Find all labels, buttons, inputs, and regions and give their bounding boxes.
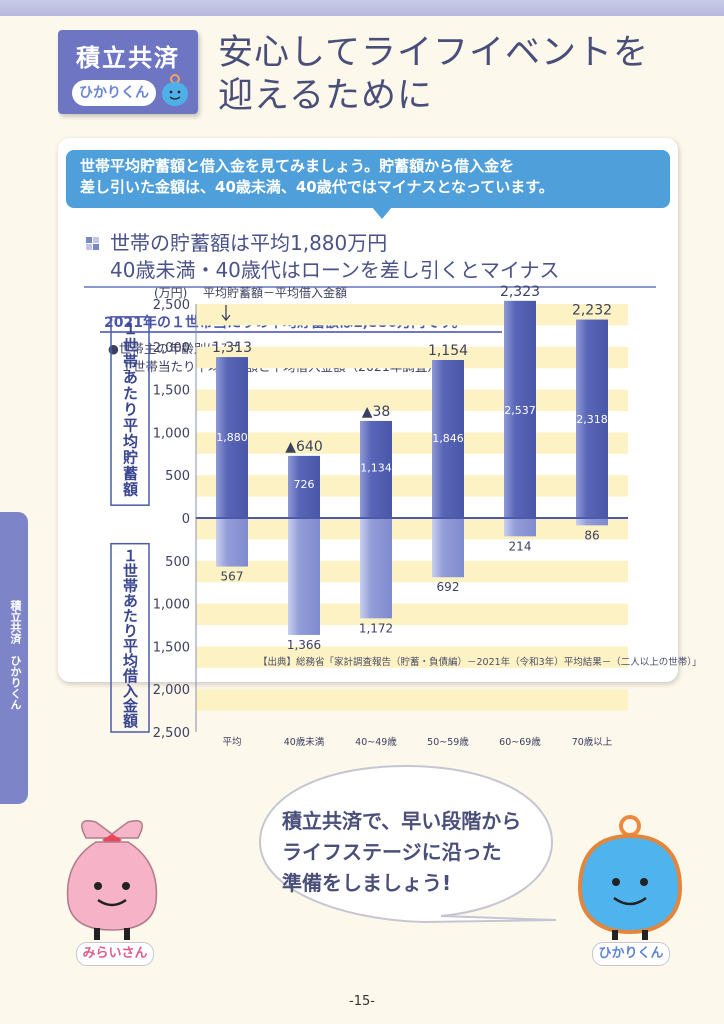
- x-tick-label: 70歳以上: [572, 736, 613, 748]
- badge-title: 積立共済: [76, 44, 180, 72]
- chart-band: [196, 475, 628, 497]
- savings-bar: [504, 300, 536, 518]
- page-number: -15-: [349, 994, 375, 1009]
- savings-bar: [432, 359, 464, 518]
- chart-band: [196, 346, 628, 369]
- net-value-label: 1,313: [212, 340, 252, 356]
- chart-band: [196, 304, 628, 326]
- chart-labels: 2,500 2,000 1,500 1,000 500 0 500 1,000 1,500 2,0…: [110, 284, 628, 748]
- bubble-tail: [372, 207, 392, 219]
- speech-line-3: 準備をしましょう!: [282, 871, 452, 895]
- chart-band: [196, 432, 628, 454]
- debt-value-label: 1,172: [359, 621, 393, 635]
- y-tick-label: 2,000: [153, 341, 190, 356]
- subheading-rule: [84, 286, 656, 288]
- speech-line-1: 積立共済で、早い段階から: [282, 809, 522, 833]
- savings-bar: [216, 357, 248, 518]
- mirai-name-tag: みらいさん: [76, 942, 154, 966]
- debt-bar: [360, 518, 392, 619]
- y-tick-label: 1,500: [153, 384, 190, 399]
- debt-bar: [504, 518, 536, 537]
- intro-bubble: 世帯平均貯蓄額と借入金を見てみましょう。貯蓄額から借入金を 差し引いた金額は、4…: [66, 150, 670, 208]
- subheading-line-1: 世帯の貯蓄額は平均1,880万円: [110, 231, 388, 255]
- savings-value-label: 2,537: [504, 404, 536, 417]
- chart-band: [196, 646, 628, 668]
- speech-bubble: [258, 764, 557, 924]
- savings-bar: [360, 420, 392, 518]
- net-value-label: 1,154: [428, 343, 468, 359]
- page-title: 安心してライフイベントを 迎えるために: [218, 32, 649, 118]
- side-tab: [0, 512, 28, 804]
- x-tick-label: 40歳未満: [284, 736, 325, 748]
- x-tick-label: 平均: [222, 736, 241, 748]
- net-value-label: ▲38: [362, 404, 391, 420]
- y-tick-label: 500: [165, 555, 190, 570]
- debt-value-label: 692: [437, 580, 460, 594]
- chart-band: [196, 603, 628, 625]
- net-value-label: ▲640: [285, 439, 323, 455]
- savings-value-label: 726: [294, 478, 315, 491]
- debt-value-label: 1,366: [287, 638, 321, 652]
- title-line-1: 安心してライフイベントを: [218, 33, 649, 73]
- debt-bar: [576, 518, 608, 526]
- source-note: 【出典】総務省「家計調査報告（貯蓄・負債編）－2021年（令和3年）平均結果－（…: [258, 657, 702, 668]
- y-tick-label: 2,500: [153, 298, 190, 313]
- debt-value-label: 86: [584, 528, 599, 542]
- hikari-character-icon: [577, 815, 683, 940]
- debt-bar: [216, 518, 248, 567]
- x-tick-label: 40~49歳: [355, 736, 397, 748]
- chart-band: [196, 389, 628, 411]
- y-tick-label: 1,000: [153, 598, 190, 613]
- top-bar: [0, 0, 724, 16]
- subheading-line-2: 40歳未満・40歳代はローンを差し引くとマイナス: [110, 258, 560, 282]
- savings-value-label: 1,880: [216, 431, 248, 444]
- debt-bar: [288, 518, 320, 635]
- net-value-label: 2,323: [500, 284, 540, 300]
- subheading: 世帯の貯蓄額は平均1,880万円 40歳未満・40歳代はローンを差し引くとマイナ…: [110, 230, 560, 284]
- speech-line-2: ライフステージに沿った: [282, 840, 502, 864]
- chart-annotation: 平均貯蓄額－平均借入金額: [203, 285, 347, 300]
- chart-band: [196, 518, 628, 540]
- net-value-label: 2,232: [572, 303, 612, 319]
- y-axis-label-top: １世帯あたり平均貯蓄額: [121, 321, 139, 497]
- intro-line-1: 世帯平均貯蓄額と借入金を見てみましょう。貯蓄額から借入金を: [80, 157, 515, 175]
- y-tick-label: 500: [165, 469, 190, 484]
- savings-value-label: 1,846: [432, 432, 464, 445]
- side-tab-label: 積立共済 ひかりくん: [9, 600, 22, 710]
- y-tick-label: 1,500: [153, 640, 190, 655]
- badge-subtitle: ひかりくん: [72, 80, 156, 106]
- annotation-arrow-icon: [221, 305, 231, 322]
- debt-value-label: 567: [221, 570, 244, 584]
- y-axis-label-bottom: １世帯あたり平均借入金額: [121, 548, 139, 729]
- chart-bands: [196, 304, 628, 711]
- y-tick-label: 2,500: [153, 726, 190, 741]
- y-tick-label: 1,000: [153, 426, 190, 441]
- chart-bars: [216, 300, 608, 635]
- chart-band: [196, 560, 628, 583]
- savings-bar: [288, 455, 320, 518]
- caption-rule: [100, 331, 502, 333]
- savings-value-label: 1,134: [360, 461, 392, 474]
- title-line-2: 迎えるために: [218, 76, 433, 116]
- y-tick-label: 2,000: [153, 683, 190, 698]
- savings-bar: [576, 319, 608, 518]
- x-tick-label: 50~59歳: [427, 736, 469, 748]
- unit-label: (万円): [154, 286, 187, 300]
- y-label-bottom-box: [110, 542, 150, 733]
- hikari-mascot-icon: [162, 74, 188, 106]
- savings-value-label: 2,318: [576, 413, 608, 426]
- speech-text: 積立共済で、早い段階から ライフステージに沿った 準備をしましょう!: [282, 806, 521, 899]
- debt-bar: [432, 518, 464, 578]
- hikari-name-tag: ひかりくん: [592, 942, 670, 966]
- y-tick-label: 0: [182, 512, 190, 527]
- debt-value-label: 214: [509, 539, 532, 553]
- mirai-character-icon: [66, 820, 158, 940]
- y-label-top-box: [110, 316, 150, 506]
- section-badge: 積立共済 ひかりくん: [58, 30, 198, 114]
- chart-band: [196, 689, 628, 711]
- x-tick-label: 60~69歳: [499, 736, 541, 748]
- intro-line-2: 差し引いた金額は、40歳未満、40歳代ではマイナスとなっています。: [80, 178, 554, 196]
